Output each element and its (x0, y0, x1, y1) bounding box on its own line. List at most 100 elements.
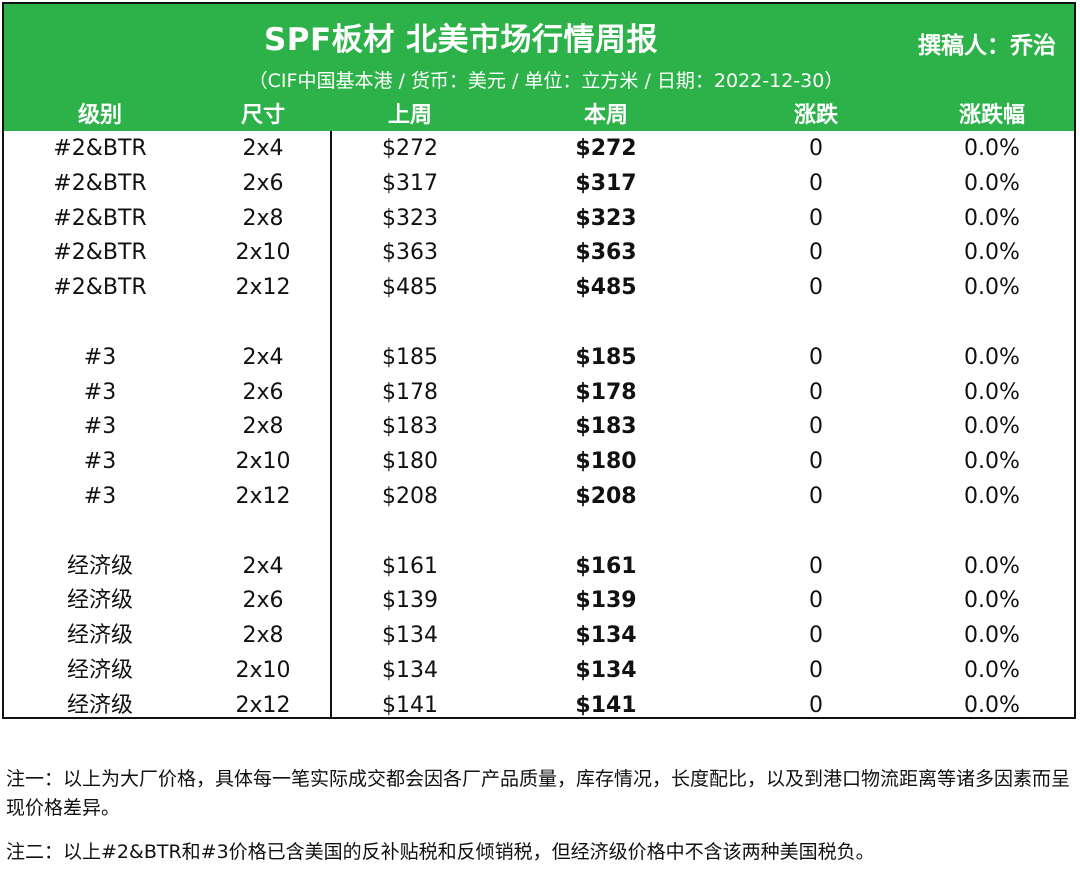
table-row: #2&BTR 2x10 $363 $363 0 0.0% (4, 236, 1074, 270)
cell-change: 0 (809, 136, 823, 161)
table-row: #3 2x12 $208 $208 0 0.0% (4, 480, 1074, 514)
cell-size: 2x6 (242, 379, 284, 405)
cell-change: 0 (809, 692, 823, 718)
report-subtitle: （CIF中国基本港 / 货币：美元 / 单位：立方米 / 日期：2022-12-… (248, 70, 844, 92)
cell-last-week: $185 (382, 344, 438, 370)
cell-change-percent: 0.0% (964, 170, 1020, 196)
cell-this-week: $141 (575, 692, 637, 718)
cell-size: 2x12 (235, 484, 291, 509)
cell-size: 2x4 (242, 344, 284, 370)
cell-grade: 经济级 (66, 588, 134, 614)
cell-last-week: $139 (382, 588, 438, 614)
cell-grade: #2&BTR (53, 205, 147, 231)
cell-this-week: $183 (575, 414, 637, 440)
cell-grade: 经济级 (66, 692, 134, 718)
column-header-grade: 级别 (77, 103, 123, 128)
cell-size: 2x4 (242, 553, 284, 579)
cell-change-percent: 0.0% (964, 623, 1020, 649)
column-header-change-percent: 涨跌幅 (958, 103, 1026, 128)
table-row: 经济级 2x12 $141 $141 0 0.0% (4, 689, 1074, 723)
cell-grade: 经济级 (66, 658, 134, 683)
cell-change-percent: 0.0% (964, 344, 1020, 370)
cell-change-percent: 0.0% (964, 588, 1020, 614)
column-header-change: 涨跌 (793, 103, 839, 128)
cell-size: 2x8 (242, 414, 284, 440)
cell-grade: #2&BTR (53, 275, 147, 301)
cell-change-percent: 0.0% (964, 449, 1020, 475)
table-row: #2&BTR 2x12 $485 $485 0 0.0% (4, 271, 1074, 305)
column-divider (330, 131, 332, 719)
report-title: SPF板材 北美市场行情周报 (263, 22, 658, 58)
table-row: #3 2x4 $185 $185 0 0.0% (4, 341, 1074, 375)
column-header-this-week: 本周 (583, 103, 629, 128)
cell-grade: #3 (83, 379, 117, 405)
cell-size: 2x10 (235, 240, 291, 266)
table-row: #2&BTR 2x6 $317 $317 0 0.0% (4, 167, 1074, 201)
cell-this-week: $139 (575, 588, 637, 614)
cell-change: 0 (809, 588, 823, 614)
cell-change: 0 (809, 414, 823, 440)
cell-change: 0 (809, 484, 823, 509)
column-header-last-week: 上周 (387, 103, 433, 128)
cell-last-week: $485 (382, 275, 438, 301)
table-row: 经济级 2x10 $134 $134 0 0.0% (4, 654, 1074, 688)
table-row: #2&BTR 2x4 $272 $272 0 0.0% (4, 132, 1074, 166)
table-row: #3 2x6 $178 $178 0 0.0% (4, 376, 1074, 410)
cell-change: 0 (809, 553, 823, 579)
cell-last-week: $323 (382, 205, 438, 231)
cell-size: 2x12 (235, 275, 291, 301)
cell-grade: #3 (83, 344, 117, 370)
cell-this-week: $485 (575, 275, 637, 301)
table-row: 经济级 2x6 $139 $139 0 0.0% (4, 584, 1074, 618)
cell-this-week: $272 (575, 136, 637, 161)
cell-change: 0 (809, 658, 823, 683)
cell-grade: #2&BTR (53, 136, 147, 161)
cell-change-percent: 0.0% (964, 553, 1020, 579)
cell-grade: #3 (83, 414, 117, 440)
table-row: #3 2x8 $183 $183 0 0.0% (4, 410, 1074, 444)
cell-last-week: $183 (382, 414, 438, 440)
cell-size: 2x6 (242, 588, 284, 614)
cell-change: 0 (809, 449, 823, 475)
cell-change-percent: 0.0% (964, 240, 1020, 266)
cell-grade: #2&BTR (53, 170, 147, 196)
cell-last-week: $178 (382, 379, 438, 405)
cell-change: 0 (809, 344, 823, 370)
cell-size: 2x6 (242, 170, 284, 196)
cell-this-week: $317 (575, 170, 637, 196)
cell-grade: #3 (83, 484, 117, 509)
cell-change: 0 (809, 379, 823, 405)
cell-change-percent: 0.0% (964, 275, 1020, 301)
cell-change: 0 (809, 623, 823, 649)
cell-size: 2x8 (242, 205, 284, 231)
cell-last-week: $363 (382, 240, 438, 266)
column-headers: 级别 尺寸 上周 本周 涨跌 涨跌幅 (4, 97, 1074, 131)
table-row: 经济级 2x8 $134 $134 0 0.0% (4, 619, 1074, 653)
cell-change: 0 (809, 240, 823, 266)
cell-change-percent: 0.0% (964, 692, 1020, 718)
cell-grade: #2&BTR (53, 240, 147, 266)
report-author: 撰稿人：乔治 (918, 33, 1056, 59)
price-report-table: SPF板材 北美市场行情周报 撰稿人：乔治 （CIF中国基本港 / 货币：美元 … (2, 2, 1076, 719)
cell-this-week: $208 (575, 484, 637, 509)
cell-this-week: $134 (575, 658, 637, 683)
column-header-size: 尺寸 (240, 103, 286, 128)
cell-last-week: $180 (382, 449, 438, 475)
cell-change: 0 (809, 170, 823, 196)
cell-last-week: $141 (382, 692, 438, 718)
cell-grade: 经济级 (66, 553, 134, 579)
cell-change-percent: 0.0% (964, 205, 1020, 231)
cell-last-week: $134 (382, 623, 438, 649)
cell-this-week: $178 (575, 379, 637, 405)
cell-change: 0 (809, 275, 823, 301)
report-header: SPF板材 北美市场行情周报 撰稿人：乔治 （CIF中国基本港 / 货币：美元 … (4, 4, 1074, 131)
table-row: 经济级 2x4 $161 $161 0 0.0% (4, 550, 1074, 584)
cell-last-week: $161 (382, 553, 438, 579)
cell-change-percent: 0.0% (964, 136, 1020, 161)
note-1: 注一：以上为大厂价格，具体每一笔实际成交都会因各厂产品质量，库存情况，长度配比，… (6, 768, 1071, 819)
cell-size: 2x10 (235, 449, 291, 475)
table-row: #3 2x10 $180 $180 0 0.0% (4, 445, 1074, 479)
cell-this-week: $134 (575, 623, 637, 649)
cell-grade: #3 (83, 449, 117, 475)
cell-this-week: $363 (575, 240, 637, 266)
